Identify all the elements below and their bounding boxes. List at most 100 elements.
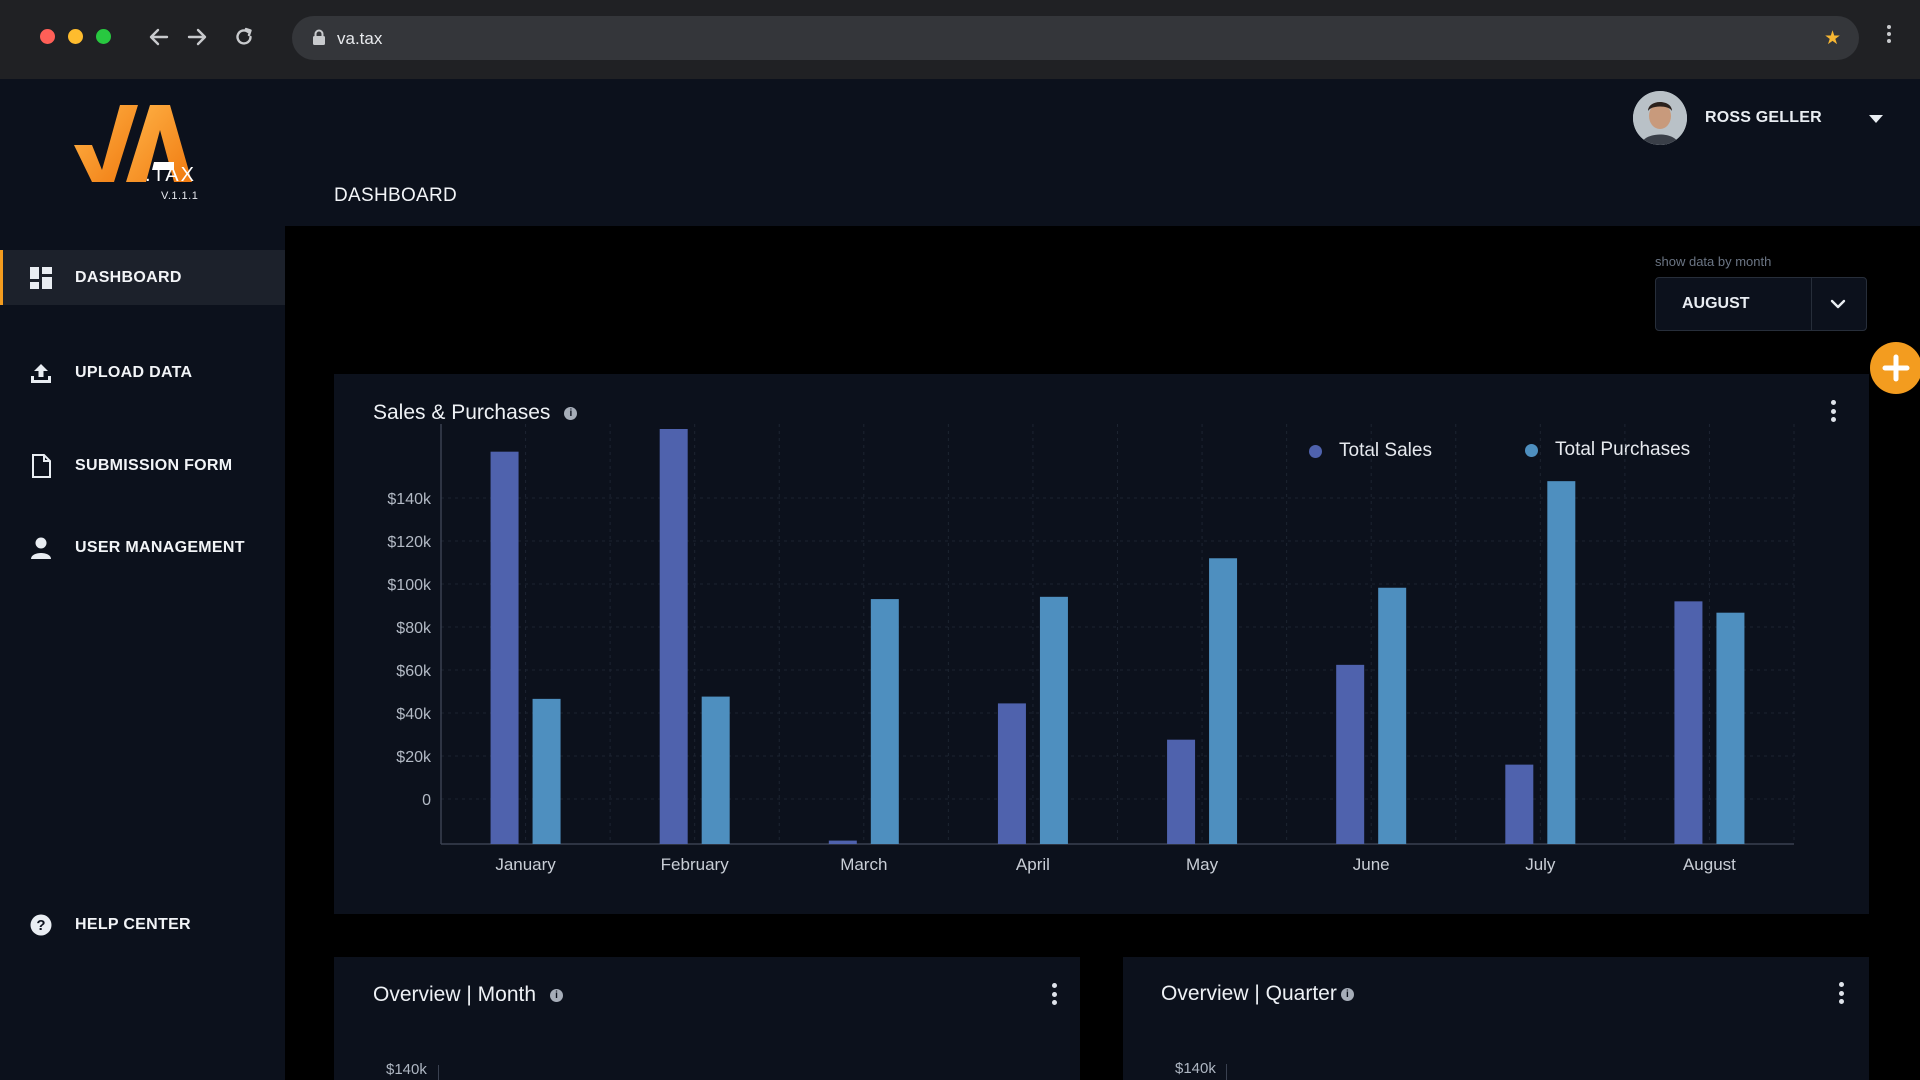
info-icon[interactable]: i	[550, 988, 564, 1002]
avatar[interactable]	[1633, 91, 1687, 145]
bar-total-purchases	[1378, 587, 1407, 844]
y-tick-label: $40k	[396, 706, 432, 723]
card-menu-button[interactable]	[1828, 400, 1838, 422]
arrow-left-icon	[149, 28, 169, 46]
x-tick-label: August	[1683, 855, 1736, 874]
x-tick-label: May	[1186, 855, 1219, 874]
sidebar	[0, 79, 285, 1080]
bar-total-sales	[1336, 664, 1365, 844]
overview-month-card: Overview | Month i $140k	[334, 957, 1080, 1080]
legend-swatch	[1525, 443, 1538, 457]
legend-label: Total Sales	[1339, 440, 1432, 461]
sidebar-item-label: UPLOAD DATA	[75, 363, 193, 381]
bar-total-sales	[659, 429, 688, 844]
user-icon	[29, 536, 53, 560]
card-title: Overview | Quarter i	[1161, 982, 1354, 1006]
browser-menu-icon[interactable]	[1886, 24, 1892, 44]
x-tick-label: March	[840, 855, 887, 874]
x-tick-label: February	[661, 855, 730, 874]
y-tick-label: $80k	[396, 620, 432, 637]
plus-icon	[1882, 354, 1910, 382]
month-select-value: AUGUST	[1682, 295, 1750, 312]
page-title: DASHBOARD	[334, 185, 458, 206]
sidebar-item-label: USER MANAGEMENT	[75, 538, 245, 556]
x-tick-label: January	[495, 855, 556, 874]
sidebar-item-upload-data[interactable]: UPLOAD DATA	[0, 345, 285, 400]
select-divider	[1811, 278, 1812, 330]
bar-total-purchases	[870, 599, 899, 844]
bar-total-purchases	[1547, 481, 1576, 844]
y-tick-label: $120k	[387, 534, 432, 551]
sidebar-item-help-center[interactable]: ? HELP CENTER	[0, 897, 285, 952]
chevron-down-icon	[1830, 299, 1846, 309]
y-axis-line	[438, 1065, 439, 1080]
sales-purchases-card: Sales & Purchases i Total Sales Total Pur…	[334, 374, 1869, 914]
card-title-text: Sales & Purchases	[373, 401, 551, 424]
y-axis-line	[1226, 1064, 1227, 1080]
bar-total-purchases	[1039, 596, 1068, 844]
x-tick-label: July	[1525, 855, 1556, 874]
bar-total-sales	[1167, 739, 1196, 844]
bar-total-sales	[997, 703, 1026, 844]
chevron-down-icon[interactable]	[1869, 115, 1883, 123]
reload-icon	[236, 27, 252, 45]
lock-icon	[313, 29, 325, 45]
bar-total-purchases	[701, 696, 730, 844]
info-icon[interactable]: i	[564, 406, 578, 420]
svg-text:?: ?	[36, 917, 45, 934]
logo-tax-text: .TAX	[145, 164, 196, 186]
legend-total-purchases[interactable]: Total Purchases	[1525, 439, 1690, 461]
y-tick-label: 0	[422, 792, 431, 809]
card-title: Sales & Purchases i	[373, 401, 578, 425]
bar-total-sales	[1505, 764, 1534, 844]
sidebar-item-dashboard[interactable]: DASHBOARD	[0, 250, 285, 305]
arrow-right-icon	[187, 28, 207, 46]
y-tick-label: $20k	[396, 749, 432, 766]
y-tick-label: $140k	[386, 1061, 427, 1078]
help-circle-icon: ?	[29, 913, 53, 937]
forward-button[interactable]	[182, 22, 212, 52]
app-version: V.1.1.1	[161, 190, 199, 202]
card-title-text: Overview | Month	[373, 983, 537, 1006]
back-button[interactable]	[144, 22, 174, 52]
y-tick-label: $140k	[1175, 1060, 1216, 1077]
minimize-window-button[interactable]	[68, 29, 83, 44]
card-title-text: Overview | Quarter	[1161, 982, 1337, 1005]
star-icon[interactable]: ★	[1823, 28, 1841, 49]
user-name: ROSS GELLER	[1705, 109, 1822, 126]
dashboard-grid-icon	[29, 266, 53, 290]
info-icon[interactable]: i	[1340, 987, 1354, 1001]
user-photo-icon	[1633, 91, 1687, 145]
sidebar-item-label: SUBMISSION FORM	[75, 456, 233, 474]
overview-quarter-card: Overview | Quarter i $140k	[1123, 957, 1869, 1080]
document-icon	[29, 453, 53, 478]
bar-total-purchases	[532, 698, 561, 844]
legend-swatch	[1309, 444, 1322, 458]
sales-purchases-chart: $140k $120k $100k $80k $60k $40k $20k 0 January F…	[387, 424, 1795, 874]
bar-total-sales	[490, 451, 519, 844]
user-menu[interactable]: ROSS GELLER	[1633, 91, 1903, 145]
legend-total-sales[interactable]: Total Sales	[1309, 440, 1432, 462]
y-tick-label: $100k	[387, 577, 432, 594]
reload-button[interactable]	[229, 22, 259, 52]
close-window-button[interactable]	[40, 29, 55, 44]
card-menu-button[interactable]	[1836, 982, 1846, 1004]
x-tick-label: June	[1353, 855, 1390, 874]
sidebar-item-submission-form[interactable]: SUBMISSION FORM	[0, 438, 285, 493]
x-tick-label: April	[1016, 855, 1050, 874]
bar-total-purchases	[1209, 558, 1238, 844]
bar-total-purchases	[1716, 612, 1745, 844]
y-tick-label: $140k	[387, 491, 432, 508]
sidebar-item-label: HELP CENTER	[75, 915, 191, 933]
bar-total-sales	[828, 840, 857, 844]
bar-total-sales	[1674, 601, 1703, 844]
va-logo-icon	[74, 105, 192, 182]
card-menu-button[interactable]	[1049, 983, 1059, 1005]
maximize-window-button[interactable]	[96, 29, 111, 44]
add-button[interactable]	[1870, 342, 1920, 394]
month-select[interactable]: AUGUST	[1655, 277, 1867, 331]
card-title: Overview | Month i	[373, 983, 564, 1007]
upload-icon	[29, 361, 53, 385]
sidebar-item-user-management[interactable]: USER MANAGEMENT	[0, 520, 285, 575]
address-bar[interactable]: va.tax ★	[292, 16, 1859, 60]
